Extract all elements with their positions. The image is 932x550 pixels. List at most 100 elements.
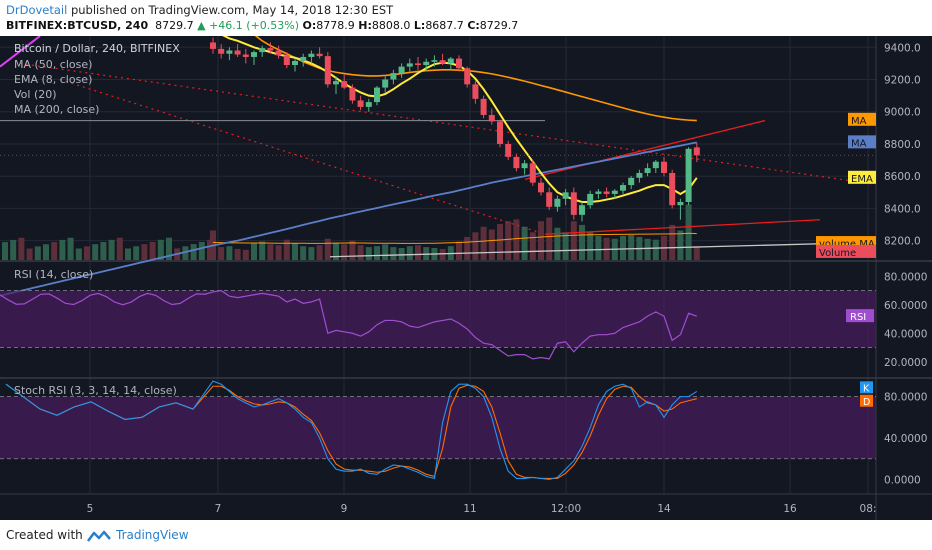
volume-bar	[43, 244, 49, 260]
volume-bar	[677, 230, 684, 260]
publish-line: DrDovetail published on TradingView.com,…	[6, 3, 393, 17]
volume-bar	[488, 229, 495, 260]
candle-body	[611, 190, 618, 194]
volume-bar	[234, 248, 241, 260]
stoch-tick-label: 80.0000	[884, 392, 927, 404]
volume-bar	[546, 217, 553, 260]
axis-tag-label: Volume	[819, 248, 856, 259]
volume-bar	[300, 246, 307, 260]
author-link[interactable]: DrDovetail	[6, 3, 68, 17]
rsi-tag-box	[846, 309, 874, 323]
volume-bar	[570, 221, 577, 260]
candle-body	[308, 53, 315, 57]
candle-body	[513, 156, 520, 169]
tradingview-logo-icon	[86, 528, 112, 547]
volume-bar	[18, 237, 25, 260]
axis-tag-label: EMA	[851, 174, 873, 185]
volume-bar	[472, 232, 479, 260]
volume-bar	[149, 241, 156, 260]
candle-body	[333, 81, 339, 85]
legend-entry: MA (50, close)	[14, 58, 92, 71]
candle-body	[595, 191, 602, 194]
volume-bar	[275, 245, 282, 260]
volume-bar	[554, 227, 561, 260]
candle-body	[365, 102, 372, 107]
candle-body	[652, 161, 659, 169]
chart-area[interactable]: Bitcoin / Dollar, 240, BITFINEX MA (50, c…	[0, 6, 932, 520]
volume-bar	[685, 204, 692, 260]
volume-bar	[456, 241, 462, 260]
volume-bar	[497, 224, 503, 260]
candle-body	[693, 147, 700, 156]
axis-tag-label: MA	[851, 116, 867, 127]
candle-body	[628, 177, 635, 186]
stoch-d-line	[5, 383, 697, 480]
candle-body	[529, 163, 536, 183]
rsi-tick-label: 40.0000	[884, 328, 927, 340]
candle-body	[349, 87, 356, 101]
volume-bar	[390, 247, 397, 260]
volume-bar	[166, 237, 172, 260]
time-tick-label: 9	[341, 503, 348, 515]
volume-bar	[382, 244, 389, 260]
volume-bar	[595, 236, 602, 260]
candle-body	[398, 66, 405, 74]
volume-bar	[157, 239, 164, 260]
volume-bar	[652, 239, 659, 260]
legend-entry: MA (200, close)	[14, 103, 99, 116]
tradingview-brand[interactable]: TradingView	[116, 528, 189, 542]
volume-bar	[34, 246, 41, 260]
candle-body	[669, 172, 676, 206]
rsi-band	[0, 290, 876, 348]
volume-bar	[628, 235, 635, 260]
candle-body	[242, 54, 249, 57]
volume-bar	[308, 247, 315, 260]
chart-title: Bitcoin / Dollar, 240, BITFINEX	[14, 42, 180, 55]
chart-footer: Created with TradingView	[0, 520, 932, 550]
symbol-line: BITFINEX:BTCUSD, 240 8729.7 ▲ +46.1 (+0.…	[6, 19, 519, 32]
chart-svg[interactable]: Bitcoin / Dollar, 240, BITFINEX MA (50, c…	[0, 6, 932, 520]
volume-bar	[324, 238, 331, 260]
volume-bar	[92, 244, 99, 260]
candle-body	[210, 42, 216, 49]
price-change: +46.1 (+0.53%)	[209, 19, 300, 32]
time-tick-label: 14	[657, 503, 671, 515]
candle-body	[218, 48, 225, 54]
candle-body	[267, 48, 274, 51]
volume-bar	[182, 246, 189, 260]
volume-bar	[349, 240, 356, 260]
volume-bar	[406, 246, 413, 260]
volume-bar	[108, 239, 115, 260]
volume-bar	[464, 236, 471, 260]
volume-bar	[415, 245, 421, 260]
candle-body	[636, 172, 643, 178]
volume-bar	[259, 241, 266, 260]
stoch-k-tag-label: K	[863, 383, 870, 394]
candle-body	[620, 185, 626, 191]
axis-tag-box	[848, 135, 876, 149]
stoch-tick-label: 40.0000	[884, 433, 927, 445]
candle-body	[316, 53, 323, 57]
candle-body	[382, 79, 389, 88]
candle-body	[292, 60, 298, 66]
price-tick-label: 9200.0	[884, 75, 921, 87]
time-tick-label: 08:	[860, 503, 877, 515]
candle-body	[579, 205, 585, 215]
volume-bar	[587, 232, 594, 260]
price-tick-label: 9000.0	[884, 107, 921, 119]
stoch-d-tag-box	[860, 394, 873, 407]
stoch-d-tag-label: D	[863, 397, 870, 408]
volume-bar	[669, 224, 676, 260]
candle-body	[447, 58, 454, 64]
grid-lines	[0, 36, 876, 494]
price-axis: 8200.0 8400.0 8600.0 8800.0 9000.0 9200.0 9400…	[816, 42, 921, 259]
axis-tag-box	[816, 244, 876, 258]
candle-body	[464, 68, 471, 85]
candle-body	[587, 193, 594, 206]
symbol-label: BITFINEX:BTCUSD, 240	[6, 19, 149, 32]
volume-bar	[75, 248, 82, 260]
volume-bar	[218, 247, 225, 260]
candle-body	[472, 84, 479, 99]
candle-body	[480, 98, 487, 115]
volume-bar	[141, 244, 148, 260]
